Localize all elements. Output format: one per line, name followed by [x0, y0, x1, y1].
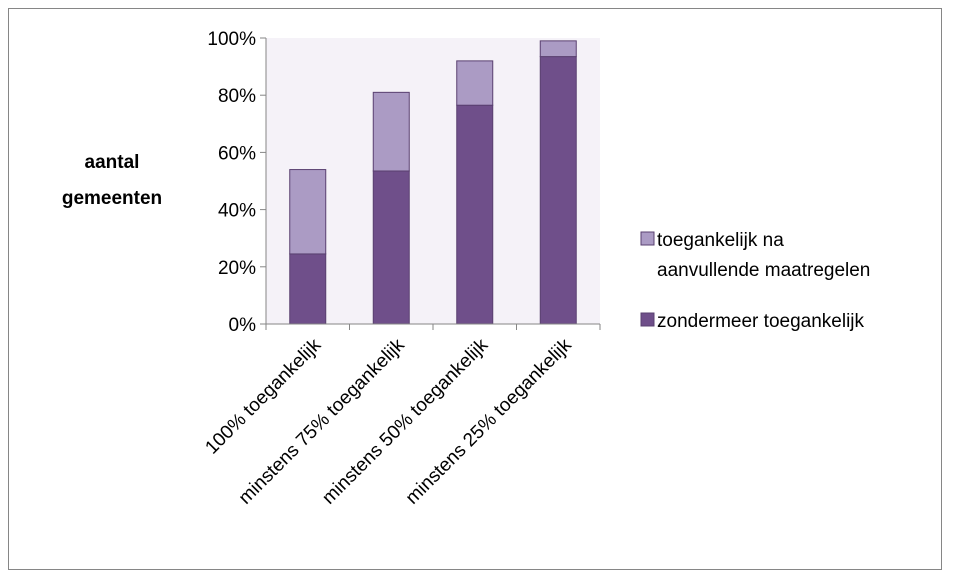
y-tick-label: 0%	[229, 315, 257, 336]
bar-zondermeer-3	[456, 104, 494, 325]
bar-zondermeer-4	[539, 56, 577, 325]
bar-aanvullende-3	[456, 60, 494, 106]
bar-zondermeer-2	[372, 170, 410, 325]
bars-group	[289, 40, 577, 325]
legend-label-zondermeer: zondermeer toegankelijk	[657, 311, 865, 332]
x-tick-label: minstens 25% toegankelijk	[402, 334, 576, 508]
legend-swatch-aanvullende	[640, 231, 655, 246]
y-tick-label: 80%	[218, 86, 256, 107]
legend-swatch-zondermeer	[640, 312, 655, 327]
legend: toegankelijk na aanvullende maatregelen …	[640, 230, 870, 332]
y-axis-label-line-2: gemeenten	[62, 188, 162, 209]
y-tick-label: 100%	[207, 29, 256, 50]
y-axis-label-line-1: aantal	[85, 152, 140, 173]
legend-label-aanvullende-line-1: toegankelijk na	[657, 230, 784, 251]
bar-aanvullende-2	[372, 91, 410, 172]
legend-label-aanvullende-line-2: aanvullende maatregelen	[657, 260, 870, 281]
x-tick-label: minstens 75% toegankelijk	[235, 334, 409, 508]
y-tick-label: 60%	[218, 143, 256, 164]
y-tick-label: 20%	[218, 258, 256, 279]
bar-aanvullende-1	[289, 169, 327, 255]
bar-zondermeer-1	[289, 253, 327, 325]
bar-aanvullende-4	[539, 40, 577, 58]
y-tick-label: 40%	[218, 201, 256, 222]
x-tick-label: minstens 50% toegankelijk	[318, 334, 492, 508]
